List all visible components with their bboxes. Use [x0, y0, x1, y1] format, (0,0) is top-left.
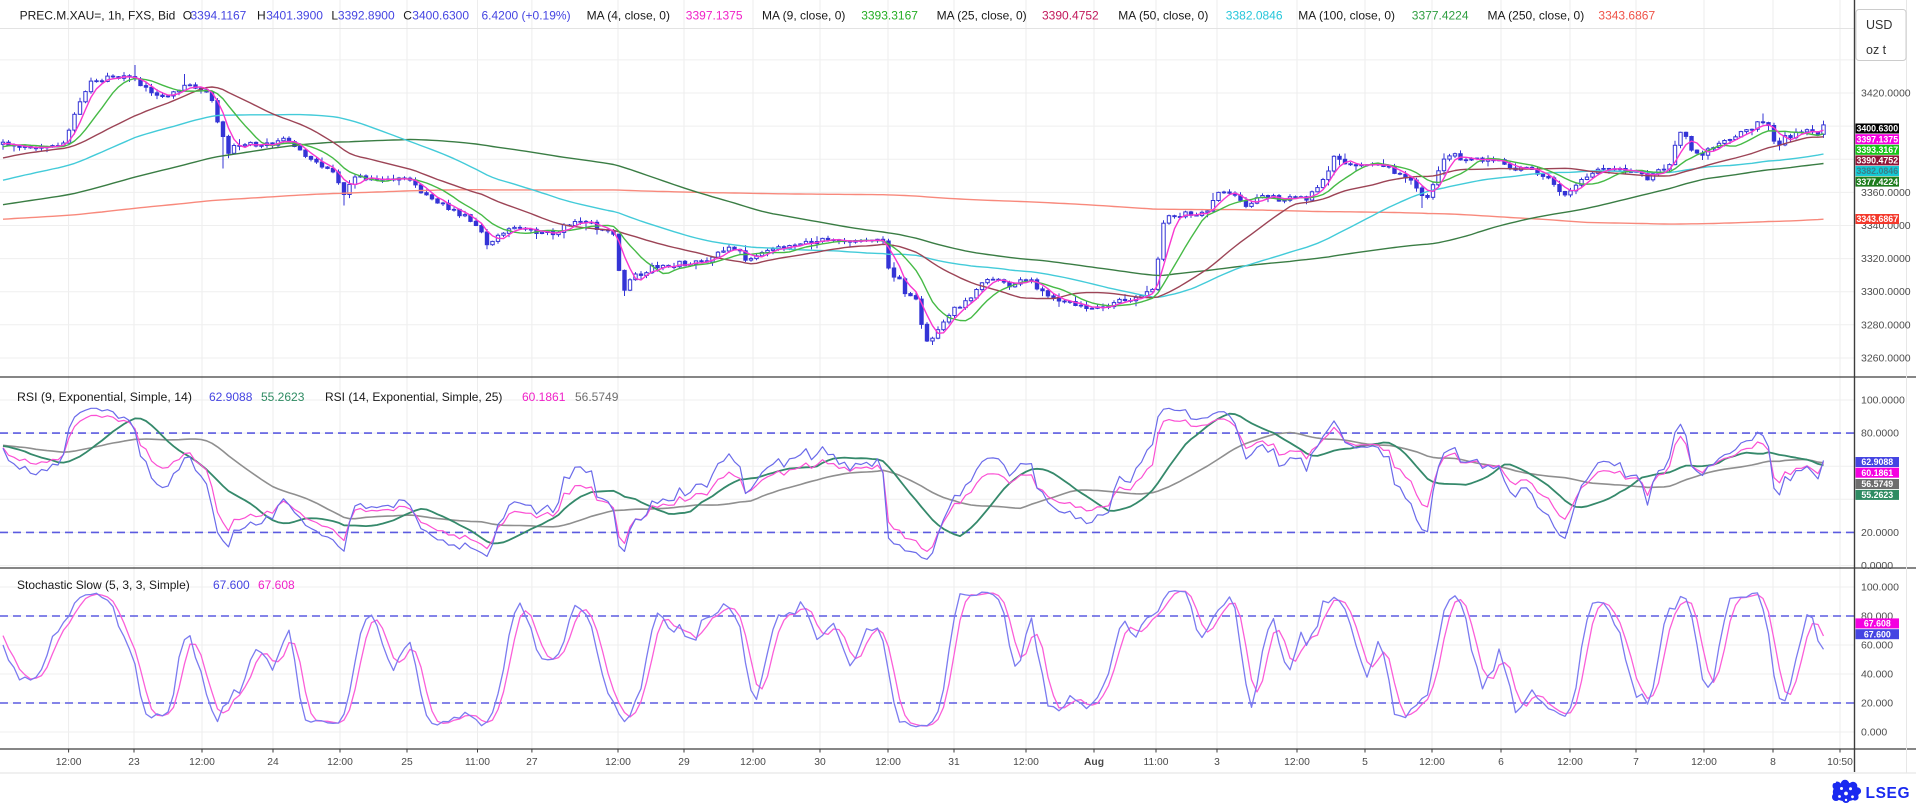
svg-text:O: O: [183, 9, 192, 23]
svg-text:3377.4224: 3377.4224: [1412, 9, 1469, 23]
svg-text:0.0000: 0.0000: [1861, 560, 1893, 572]
svg-text:MA (25, close, 0): MA (25, close, 0): [937, 9, 1027, 23]
svg-text:3382.0846: 3382.0846: [1857, 166, 1899, 176]
svg-text:62.9088: 62.9088: [209, 390, 253, 404]
svg-text:3393.3167: 3393.3167: [1857, 145, 1899, 155]
svg-text:40.000: 40.000: [1861, 669, 1893, 681]
svg-text:67.608: 67.608: [1864, 619, 1891, 629]
svg-text:23: 23: [128, 757, 140, 768]
svg-text:6: 6: [1498, 757, 1504, 768]
svg-text:3382.0846: 3382.0846: [1226, 9, 1283, 23]
svg-text:100.000: 100.000: [1861, 582, 1899, 594]
svg-text:MA (4, close, 0): MA (4, close, 0): [587, 9, 670, 23]
svg-text:55.2623: 55.2623: [1861, 490, 1893, 500]
svg-text:3360.0000: 3360.0000: [1861, 187, 1911, 199]
svg-text:100.0000: 100.0000: [1861, 395, 1905, 407]
svg-text:MA (100, close, 0): MA (100, close, 0): [1298, 9, 1395, 23]
svg-text:PREC.M.XAU=, 1h, FXS, Bid: PREC.M.XAU=, 1h, FXS, Bid: [20, 9, 176, 23]
svg-text:60.1861: 60.1861: [522, 390, 566, 404]
svg-text:24: 24: [267, 757, 279, 768]
svg-text:RSI (14, Exponential, Simple,: RSI (14, Exponential, Simple, 25): [325, 390, 502, 404]
svg-text:20.0000: 20.0000: [1861, 527, 1899, 539]
svg-text:12:00: 12:00: [740, 757, 766, 768]
svg-text:10:50: 10:50: [1827, 757, 1853, 768]
svg-text:12:00: 12:00: [605, 757, 631, 768]
svg-text:60.000: 60.000: [1861, 640, 1893, 652]
svg-text:3400.6300: 3400.6300: [412, 9, 469, 23]
svg-text:0.000: 0.000: [1861, 727, 1887, 739]
svg-text:55.2623: 55.2623: [261, 390, 305, 404]
svg-text:3260.0000: 3260.0000: [1861, 352, 1911, 364]
svg-text:3390.4752: 3390.4752: [1042, 9, 1099, 23]
svg-text:62.9088: 62.9088: [1861, 457, 1893, 467]
svg-text:Aug: Aug: [1084, 757, 1104, 768]
svg-text:67.600: 67.600: [1864, 629, 1891, 639]
svg-text:3320.0000: 3320.0000: [1861, 253, 1911, 265]
svg-text:3401.3900: 3401.3900: [266, 9, 323, 23]
svg-text:12:00: 12:00: [1419, 757, 1445, 768]
svg-text:80.0000: 80.0000: [1861, 428, 1899, 440]
svg-text:3394.1167: 3394.1167: [191, 9, 247, 23]
svg-text:12:00: 12:00: [875, 757, 901, 768]
svg-text:11:00: 11:00: [1143, 757, 1168, 768]
svg-text:12:00: 12:00: [1691, 757, 1717, 768]
svg-text:MA (250, close, 0): MA (250, close, 0): [1488, 9, 1585, 23]
svg-text:L: L: [331, 9, 338, 23]
svg-text:30: 30: [814, 757, 826, 768]
svg-text:oz t: oz t: [1866, 43, 1887, 57]
svg-text:56.5749: 56.5749: [575, 390, 619, 404]
svg-text:12:00: 12:00: [327, 757, 353, 768]
svg-text:3392.8900: 3392.8900: [338, 9, 395, 23]
svg-text:12:00: 12:00: [189, 757, 215, 768]
svg-text:12:00: 12:00: [1013, 757, 1039, 768]
svg-text:3343.6867: 3343.6867: [1598, 9, 1655, 23]
svg-text:RSI (9, Exponential, Simple, 1: RSI (9, Exponential, Simple, 14): [17, 390, 192, 404]
svg-text:67.608: 67.608: [258, 578, 295, 592]
svg-text:3393.3167: 3393.3167: [861, 9, 918, 23]
svg-text:3377.4224: 3377.4224: [1857, 177, 1899, 187]
svg-text:H: H: [257, 9, 266, 23]
svg-text:6.4200 (+0.19%): 6.4200 (+0.19%): [482, 9, 571, 23]
svg-text:3400.6300: 3400.6300: [1857, 124, 1899, 134]
svg-text:5: 5: [1362, 757, 1368, 768]
svg-text:56.5749: 56.5749: [1861, 479, 1893, 489]
svg-text:3397.1375: 3397.1375: [686, 9, 743, 23]
svg-text:25: 25: [401, 757, 413, 768]
svg-text:31: 31: [948, 757, 960, 768]
svg-text:29: 29: [678, 757, 690, 768]
svg-text:C: C: [403, 9, 412, 23]
svg-text:3420.0000: 3420.0000: [1861, 88, 1911, 100]
svg-text:3343.6867: 3343.6867: [1857, 214, 1899, 224]
svg-text:7: 7: [1633, 757, 1639, 768]
svg-text:3280.0000: 3280.0000: [1861, 319, 1911, 331]
svg-text:20.000: 20.000: [1861, 698, 1893, 710]
svg-text:3300.0000: 3300.0000: [1861, 286, 1911, 298]
svg-text:MA (50, close, 0): MA (50, close, 0): [1118, 9, 1208, 23]
svg-text:3397.1375: 3397.1375: [1857, 134, 1899, 144]
svg-text:MA (9, close, 0): MA (9, close, 0): [762, 9, 845, 23]
svg-text:27: 27: [526, 757, 538, 768]
svg-text:Stochastic Slow (5, 3, 3, Simp: Stochastic Slow (5, 3, 3, Simple): [17, 578, 190, 592]
svg-text:USD: USD: [1866, 18, 1892, 32]
svg-text:12:00: 12:00: [1557, 757, 1583, 768]
svg-text:12:00: 12:00: [1284, 757, 1310, 768]
svg-text:60.1861: 60.1861: [1861, 468, 1893, 478]
svg-text:11:00: 11:00: [465, 757, 490, 768]
svg-text:67.600: 67.600: [213, 578, 250, 592]
svg-text:3: 3: [1214, 757, 1220, 768]
svg-text:12:00: 12:00: [56, 757, 82, 768]
svg-text:3390.4752: 3390.4752: [1857, 156, 1899, 166]
svg-text:8: 8: [1770, 757, 1776, 768]
svg-text:LSEG: LSEG: [1866, 785, 1911, 802]
